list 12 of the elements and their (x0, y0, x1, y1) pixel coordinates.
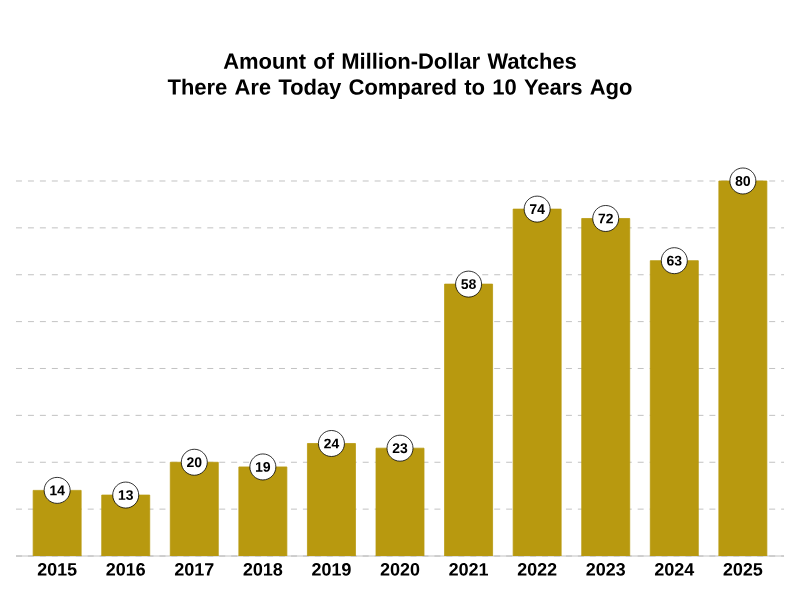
x-tick-label: 2019 (312, 563, 351, 576)
chart-title: Amount of Million-Dollar Watches There Are Today Compared to 10 Years Ago (167, 52, 632, 100)
x-tick-label: 2015 (37, 563, 77, 576)
x-tick-label: 2022 (517, 563, 557, 576)
x-tick-label: 2023 (586, 563, 625, 576)
x-tick-label: 2025 (723, 563, 763, 576)
x-tick-label: 2020 (380, 563, 420, 576)
x-tick-label: 2024 (654, 563, 695, 576)
x-tick-label: 2021 (449, 563, 489, 576)
x-tick-label: 2016 (106, 563, 145, 576)
x-tick-label: 2018 (243, 563, 283, 576)
x-tick-label: 2017 (174, 563, 214, 576)
